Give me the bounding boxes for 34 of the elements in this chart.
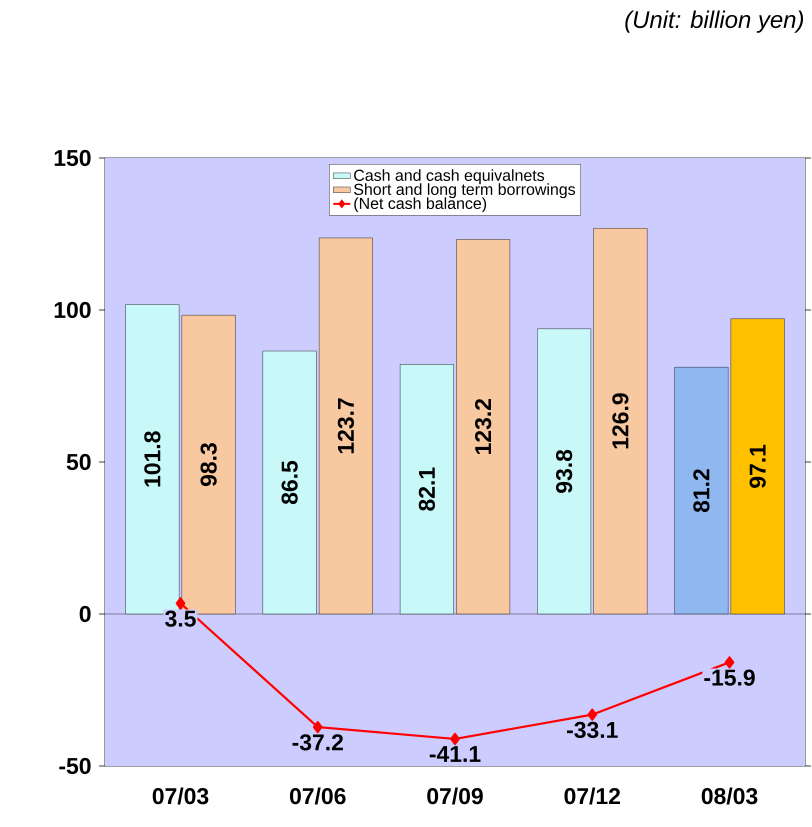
legend-label: Short and long term borrowings xyxy=(354,183,576,198)
x-tick-label: 07/03 xyxy=(152,787,208,805)
data-label: 123.2 xyxy=(475,398,492,454)
x-tick-label: 07/09 xyxy=(427,787,483,805)
y-tick-label: 150 xyxy=(54,150,91,166)
data-label: -15.9 xyxy=(704,670,755,686)
y-tick-label: 50 xyxy=(66,454,91,470)
y-tick-label: 100 xyxy=(54,302,91,318)
data-label: 82.1 xyxy=(418,468,435,511)
point xyxy=(176,597,186,610)
data-label: -33.1 xyxy=(567,722,618,738)
data-label: -41.1 xyxy=(430,746,480,762)
point xyxy=(450,732,460,746)
point xyxy=(724,656,734,668)
x-tick-label: 08/03 xyxy=(702,787,758,805)
x-tick-label: 07/12 xyxy=(564,787,620,805)
data-label: 3.5 xyxy=(165,610,196,627)
text: (Unit: billion yen) xyxy=(625,10,804,33)
data-label: 123.7 xyxy=(338,398,354,454)
legend-label: (Net cash balance) xyxy=(354,197,486,212)
data-label: 93.8 xyxy=(556,450,572,493)
data-label: 98.3 xyxy=(200,443,217,486)
data-label: 101.8 xyxy=(144,431,160,486)
data-label: 86.5 xyxy=(281,460,298,504)
point xyxy=(312,721,323,734)
data-label: 97.1 xyxy=(750,444,766,488)
legend-label: Cash and cash equivalnets xyxy=(354,169,544,184)
point xyxy=(587,708,598,721)
data-label: 126.9 xyxy=(612,393,628,448)
data-label: 81.2 xyxy=(693,469,710,512)
x-tick-label: 07/06 xyxy=(290,787,346,805)
y-tick-label: 0 xyxy=(80,606,91,622)
data-label: -37.2 xyxy=(292,734,343,751)
y-tick-label: -50 xyxy=(59,758,91,774)
